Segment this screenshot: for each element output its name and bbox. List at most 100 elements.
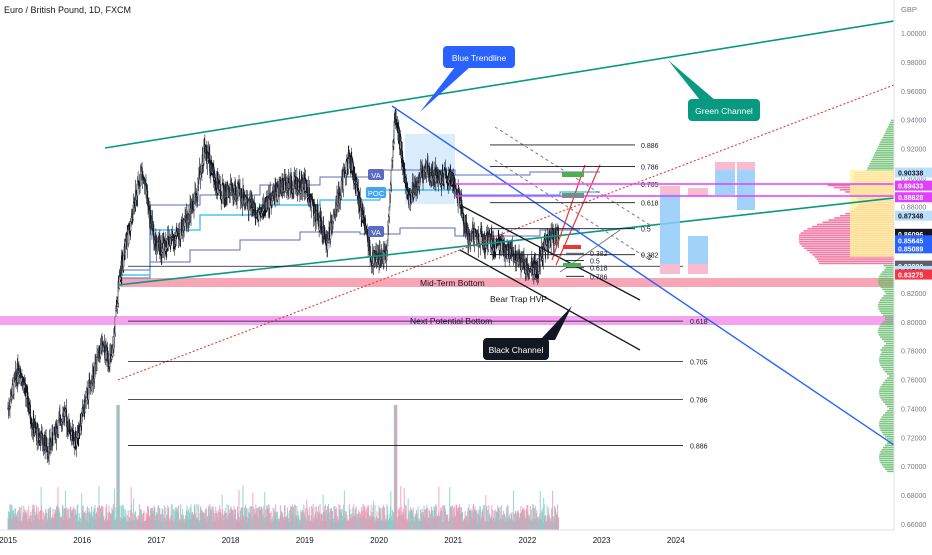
price-tag-label: 0.83275 <box>898 273 923 280</box>
price-tag <box>895 210 932 221</box>
volume-bar <box>264 491 266 530</box>
volume-bar <box>552 490 554 530</box>
candle-body <box>219 184 221 192</box>
volume-bar <box>17 510 19 530</box>
volume-profile-bar <box>884 318 894 321</box>
volume-profile-bar <box>888 123 894 126</box>
volume-bar <box>435 505 437 530</box>
volume-bar <box>542 507 544 530</box>
volume-profile-value-area <box>850 170 894 257</box>
mid-term-bottom-band <box>118 278 894 287</box>
volume-bar <box>467 507 469 530</box>
black-channel-callout[interactable]: Black Channel <box>483 306 572 360</box>
volume-bar <box>408 510 410 530</box>
volume-bar <box>242 485 244 530</box>
volume-bar <box>251 506 253 530</box>
volume-profile-bar <box>883 368 894 371</box>
volume-profile-bar <box>884 379 894 382</box>
y-tick-label: 0.80000 <box>901 320 926 327</box>
volume-profile-bar <box>886 377 894 380</box>
blue-trendline-callout[interactable]: Blue Trendline <box>420 46 515 112</box>
x-tick-label: 2020 <box>370 536 388 545</box>
volume-profile-bar <box>883 414 894 416</box>
volume-profile-bar <box>879 420 894 423</box>
volume-bar <box>143 510 145 530</box>
volume-profile-bar <box>878 331 894 334</box>
volume-profile-bar <box>879 143 894 146</box>
fib-level-label: 0.786 <box>590 274 608 281</box>
volume-profile-bar <box>818 262 894 265</box>
candle-body <box>114 316 116 334</box>
volume-bar <box>483 505 485 530</box>
volume-profile-bar <box>886 405 894 408</box>
volume-bar <box>77 504 79 530</box>
y-tick-label: 0.94000 <box>901 118 926 125</box>
volume-profile-bar <box>883 433 894 436</box>
volume-profile-bar <box>884 132 894 135</box>
volume-bar <box>154 507 156 530</box>
volume-bar <box>119 506 121 530</box>
candle-body <box>506 249 508 259</box>
fib-level-label: 0.618 <box>641 201 659 208</box>
volume-profile-bar <box>881 312 894 315</box>
fib-level-label: 0.5 <box>641 227 651 234</box>
volume-profile-bar <box>879 388 894 390</box>
volume-bar <box>171 504 173 530</box>
volume-profile-bar <box>885 130 894 133</box>
fib-level-label: 0.886 <box>641 143 659 150</box>
volume-profile-bar <box>884 290 894 293</box>
candle-body <box>177 228 179 237</box>
volume-bar <box>412 507 414 530</box>
volume-profile-bar <box>799 234 894 237</box>
value-area-lines <box>120 169 600 279</box>
volume-bar <box>376 511 378 530</box>
volume-bar <box>382 505 384 530</box>
volume-bar <box>311 505 313 530</box>
volume-profile-bar <box>880 141 894 143</box>
volume-bar <box>121 504 123 530</box>
volume-profile-bar <box>880 451 894 453</box>
volume-profile-bar <box>884 344 894 347</box>
green-target-marker <box>563 263 581 267</box>
volume-profile-bar <box>878 303 894 306</box>
volume-bar <box>486 505 488 530</box>
volume-profile-bar <box>883 264 894 267</box>
candle-body <box>391 160 393 171</box>
candle-body <box>19 368 22 374</box>
price-tag-label: 0.85089 <box>898 246 923 253</box>
x-tick-label: 2018 <box>222 536 240 545</box>
fib-level-label: 0.886 <box>690 444 708 451</box>
volume-profile-bar <box>884 403 894 406</box>
volume-profile-bar <box>880 396 894 399</box>
volume-profile-bar <box>881 351 894 354</box>
volume-profile-bar <box>879 427 894 429</box>
volume-bar <box>438 486 440 530</box>
fib-retracement-right: 0.886 0.786 0.705 0.618 0.5 0.382 <box>490 143 659 260</box>
volume-profile-bar <box>884 412 894 414</box>
volume-bar <box>558 517 560 530</box>
volume-profile-bar <box>799 236 894 239</box>
volume-bar <box>133 498 135 530</box>
volume-profile-bar <box>881 464 894 466</box>
volume-profile-bar <box>879 275 894 278</box>
volume-bar <box>396 405 398 530</box>
candle-body <box>52 434 55 446</box>
red-target-marker <box>563 245 581 249</box>
volume-profile-bar <box>868 165 894 167</box>
candle-body <box>234 185 237 195</box>
volume-bar <box>539 491 541 530</box>
y-tick-label: 0.74000 <box>901 406 926 413</box>
volume-profile-bar <box>878 282 894 284</box>
volume-bar <box>32 504 34 530</box>
price-tag <box>895 269 932 280</box>
green-channel-callout[interactable]: Green Channel <box>668 60 760 121</box>
volume-bar <box>87 506 89 530</box>
volume-bar <box>205 508 207 530</box>
va-bottom-tag: VA <box>368 226 384 237</box>
volume-bar <box>487 510 489 530</box>
volume-bar <box>390 491 392 530</box>
next-potential-bottom-band <box>0 316 894 325</box>
volume-profile-bar <box>886 373 894 375</box>
